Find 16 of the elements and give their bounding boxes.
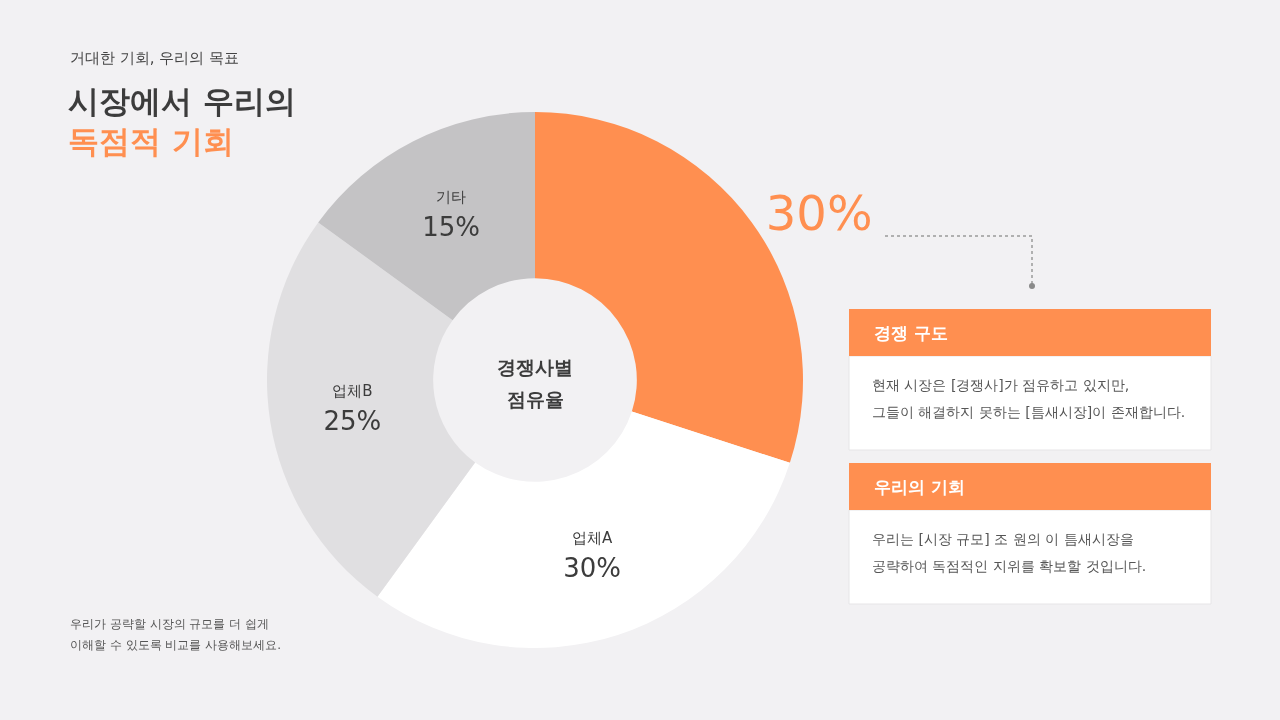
text: 우리는 [시장 규모] 조 원의 이 틈새시장을 공략하여 독점적인 지위를 확보할 것입니다. bbox=[872, 531, 1147, 574]
slice-label: 업체B bbox=[332, 382, 373, 401]
text: 경쟁사별 점유율 bbox=[497, 356, 573, 410]
slice-label: 업체A bbox=[572, 528, 614, 547]
chart-subtitle: 거대한 기회, 우리의 목표 bbox=[70, 49, 240, 67]
data-label: 30% bbox=[563, 552, 622, 583]
data-label: 30% bbox=[765, 184, 873, 241]
text: 현재 시장은 [경쟁사]가 점유하고 있지만, 그들이 해결하지 못하는 [틈새시장]이 존재합니다. bbox=[872, 377, 1186, 420]
data-label: 15% bbox=[422, 212, 480, 243]
data-label: 25% bbox=[323, 405, 382, 436]
text: 경쟁 구도 bbox=[874, 323, 948, 343]
slice-label: 기타 bbox=[436, 188, 467, 207]
text: 우리의 기회 bbox=[874, 477, 965, 497]
text: 우리가 공략할 시장의 규모를 더 쉽게 이해할 수 있도록 비교를 사용해보세요. bbox=[70, 617, 282, 652]
chart-title: 시장에서 우리의 독점적 기회 bbox=[68, 83, 296, 160]
donut-slice bbox=[318, 112, 535, 321]
